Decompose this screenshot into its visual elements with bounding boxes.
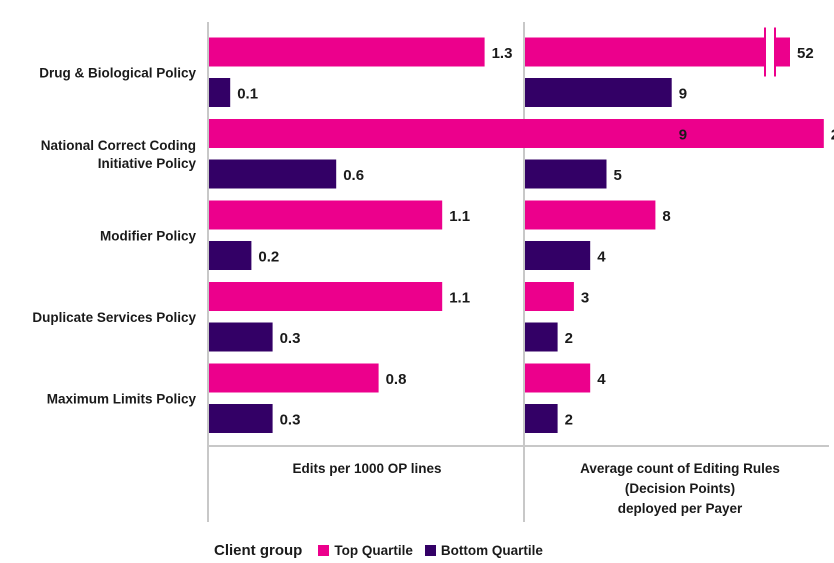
panel-1-bar-bottom-duplicate-services-policy [209,322,273,352]
panel-2-bar-bottom-duplicate-services-policy-value-label: 2 [565,330,573,347]
panel-2-bar-top-duplicate-services-policy [525,282,574,311]
panel-2-bar-bottom-drug-biological-policy [525,78,672,107]
panel-1-bar-bottom-modifier-policy-value-label: 0.2 [258,249,279,266]
legend: Client group Top Quartile Bottom Quartil… [214,540,555,560]
panel-2-bar-top-maximum-limits-policy [525,363,591,393]
legend-swatch-top [318,544,330,556]
panel-1-bar-top-national-correct-coding-initiative-policy-value-label: 2.9 [831,127,834,144]
panel-2-bar-top-drug-biological-policy-value-label: 52 [797,45,814,62]
panel-2-bar-top-drug-biological-policy [525,37,790,67]
panel-2-bar-bottom-duplicate-services-policy [525,322,558,352]
panel-1-bar-top-maximum-limits-policy-value-label: 0.8 [386,371,407,388]
legend-item-top: Top Quartile [318,543,413,558]
panel-2-bar-bottom-national-correct-coding-initiative-policy-value-label: 5 [614,167,622,184]
panel-2-bar-bottom-modifier-policy [525,241,591,270]
category-label-modifier-policy: Modifier Policy [100,228,197,243]
panel-2-bar-top-drug-biological-policy-break-gap [765,27,775,77]
panel-2-bar-bottom-national-correct-coding-initiative-policy [525,159,607,189]
panel-1-bar-bottom-modifier-policy [209,241,252,270]
panel-2-title: Average count of Editing Rules (Decision … [580,461,780,516]
panel-1-bar-top-maximum-limits-policy [209,363,379,393]
legend-title: Client group [214,541,303,559]
category-label-duplicate-services-policy: Duplicate Services Policy [32,310,196,325]
panel-2-bar-bottom-modifier-policy-value-label: 4 [597,249,606,266]
panel-1-bar-top-duplicate-services-policy [209,282,443,311]
panel-1-bar-top-drug-biological-policy [209,37,485,67]
panel-2-bar-bottom-maximum-limits-policy [525,404,558,433]
panel-2-bar-top-national-correct-coding-initiative-policy-value-label: 9 [679,127,687,144]
panel-1-bar-top-drug-biological-policy-value-label: 1.3 [492,45,513,62]
category-label-national-correct-coding-initiative-policy: National Correct Coding Initiative Policy [41,138,197,171]
panel-1-bar-bottom-drug-biological-policy [209,78,231,107]
panel-2-bar-top-maximum-limits-policy-value-label: 4 [597,371,606,388]
panel-1-bar-bottom-maximum-limits-policy-value-label: 0.3 [280,412,301,429]
legend-item-bottom: Bottom Quartile [424,542,543,558]
panel-2-bar-bottom-drug-biological-policy-value-label: 9 [679,86,687,103]
panel-2-bar-top-modifier-policy-value-label: 8 [662,208,670,225]
panel-1-title: Edits per 1000 OP lines [292,461,441,476]
panel-1-bar-top-modifier-policy-value-label: 1.1 [449,208,470,225]
legend-label-bottom: Bottom Quartile [440,542,543,558]
legend-swatch-bottom [424,544,436,556]
panel-1-bar-bottom-drug-biological-policy-value-label: 0.1 [237,86,258,103]
panel-1-bar-top-national-correct-coding-initiative-policy [209,119,824,148]
panel-1-bar-bottom-duplicate-services-policy-value-label: 0.3 [280,330,301,347]
panel-1-bar-bottom-national-correct-coding-initiative-policy-value-label: 0.6 [343,167,364,184]
panel-2-bar-top-national-correct-coding-initiative-policy [525,119,672,148]
panel-2-bar-bottom-maximum-limits-policy-value-label: 2 [565,412,573,429]
panel-1-bar-top-duplicate-services-policy-value-label: 1.1 [449,290,470,307]
panel-1-bar-bottom-national-correct-coding-initiative-policy [209,159,337,189]
panel-1-bar-top-modifier-policy [209,200,443,230]
category-label-maximum-limits-policy: Maximum Limits Policy [47,391,197,406]
category-label-drug-biological-policy: Drug & Biological Policy [39,65,196,80]
panel-1-bar-bottom-maximum-limits-policy [209,404,273,433]
panel-2-bar-top-duplicate-services-policy-value-label: 3 [581,290,589,307]
panel-2-bar-top-modifier-policy [525,200,656,230]
chart: Drug & Biological Policy National Correct… [32,22,834,522]
legend-label-top: Top Quartile [334,542,413,558]
